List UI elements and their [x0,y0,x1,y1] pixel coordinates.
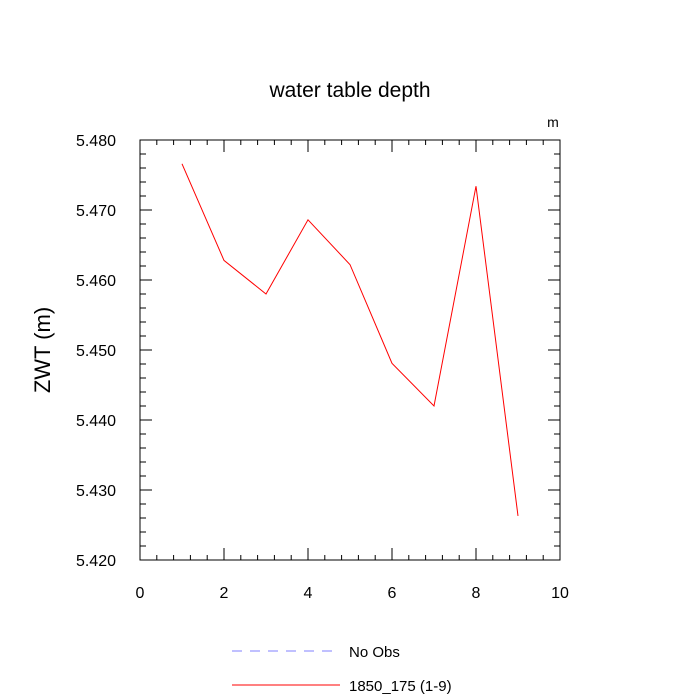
x-tick-label: 0 [136,585,145,602]
y-tick-label: 5.460 [76,273,116,290]
units-label: m [547,114,559,130]
y-tick-label: 5.440 [76,413,116,430]
x-tick-label: 8 [472,585,481,602]
x-tick-label: 10 [551,585,569,602]
x-tick-label: 2 [220,585,229,602]
legend-label-1: 1850_175 (1-9) [349,678,452,695]
x-tick-label: 6 [388,585,397,602]
series-line-1 [181,163,519,516]
y-axis-label: ZWT (m) [30,307,55,393]
axis-tick-labels: 0 2 4 6 8 10 5.420 5.430 5.440 5.450 5.460 5.470 5.4… [76,133,569,602]
chart-title: water table depth [268,79,430,102]
legend: No Obs 1850_175 (1-9) [232,644,452,695]
x-tick-label: 4 [304,585,313,602]
y-tick-label: 5.450 [76,343,116,360]
y-tick-label: 5.480 [76,133,116,150]
y-tick-label: 5.420 [76,553,116,570]
series-layer [181,163,519,516]
y-tick-label: 5.430 [76,483,116,500]
legend-label-0: No Obs [349,644,400,661]
plot-frame [139,139,561,561]
y-tick-label: 5.470 [76,203,116,220]
